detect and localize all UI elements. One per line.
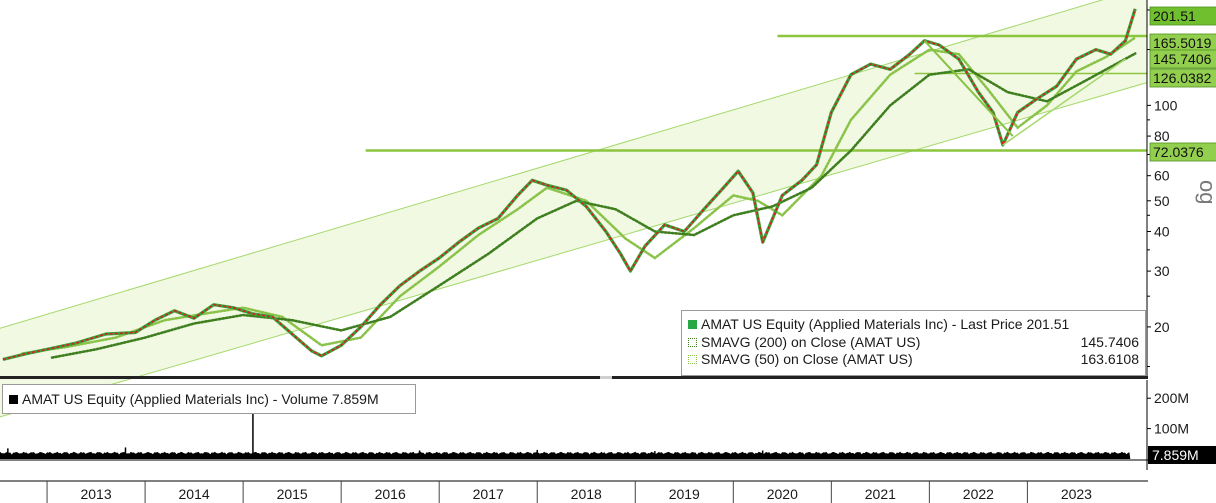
vol-tick-label-1: 100M — [1154, 421, 1189, 437]
legend-label-sma200: SMAVG (200) on Close (AMAT US) — [701, 334, 921, 350]
price-label-text-2: 145.7406 — [1153, 51, 1212, 67]
y-tick-label-6: 100 — [1154, 97, 1178, 113]
pane-divider — [0, 376, 1148, 379]
x-tick-label-3: 2016 — [375, 486, 406, 502]
pane-divider-grip — [600, 376, 612, 379]
x-axis-band — [0, 481, 1148, 503]
price-label-text-4: 72.0376 — [1153, 144, 1204, 160]
series-layer — [2, 8, 1137, 361]
volume-legend: AMAT US Equity (Applied Materials Inc) -… — [2, 384, 416, 414]
channel-lower-line — [0, 82, 1148, 418]
x-tick-label-4: 2017 — [473, 486, 504, 502]
x-tick-label-8: 2021 — [865, 486, 896, 502]
y-tick-label-3: 50 — [1154, 193, 1170, 209]
legend-swatch-volume — [9, 395, 18, 404]
legend-swatch-sma50 — [688, 355, 697, 364]
y-tick-label-5: 80 — [1154, 128, 1170, 144]
legend-row-last-price: AMAT US Equity (Applied Materials Inc) -… — [688, 316, 1139, 333]
legend-label-price: AMAT US Equity (Applied Materials Inc) -… — [701, 316, 1070, 332]
legend-swatch-sma200 — [688, 338, 697, 347]
price-label-box-2 — [1149, 49, 1216, 69]
y-tick-label-4: 60 — [1154, 168, 1170, 184]
channel-upper-line — [0, 0, 1104, 329]
x-tick-label-10: 2023 — [1061, 486, 1092, 502]
channel-fill — [0, 0, 1147, 417]
volume-pane — [0, 411, 1131, 459]
trend-lines — [923, 39, 1126, 146]
x-tick-label-0: 2013 — [80, 486, 111, 502]
legend-swatch-price — [688, 320, 697, 329]
price-label-box-0 — [1149, 6, 1216, 26]
volume-bars — [0, 451, 1131, 459]
y-tick-label-2: 40 — [1154, 223, 1170, 239]
price-label-box-3 — [1149, 68, 1216, 88]
price-label-text-0: 201.51 — [1153, 8, 1196, 24]
price-legend: AMAT US Equity (Applied Materials Inc) -… — [681, 310, 1146, 376]
trend-channel — [0, 0, 1148, 418]
y-tick-label-0: 20 — [1154, 319, 1170, 335]
legend-label-sma50: SMAVG (50) on Close (AMAT US) — [701, 351, 913, 367]
x-tick-label-9: 2022 — [963, 486, 994, 502]
legend-label-volume: AMAT US Equity (Applied Materials Inc) -… — [22, 391, 379, 407]
x-tick-label-2: 2015 — [277, 486, 308, 502]
price-label-box-4 — [1149, 142, 1216, 162]
x-tick-label-5: 2018 — [571, 486, 602, 502]
axes: 20 30 40 50 60 80 100 200M 100M og — [1146, 0, 1216, 470]
side-axis-label: og — [1195, 180, 1216, 204]
x-tick-label-7: 2020 — [767, 486, 798, 502]
x-axis: 2013 2014 2015 2016 2017 2018 2019 2020 2021 2022… — [0, 459, 1148, 503]
legend-row-sma200: SMAVG (200) on Close (AMAT US) 145.7406 — [688, 334, 1139, 351]
downtrend-line — [923, 39, 1014, 137]
series-price-line — [2, 8, 1136, 361]
x-tick-label-1: 2014 — [179, 486, 210, 502]
x-tick-label-6: 2019 — [669, 486, 700, 502]
pane-divider-bar — [0, 376, 1148, 379]
horizontal-levels — [365, 34, 1147, 152]
volume-last-text: 7.859M — [1152, 447, 1199, 463]
series-sma200-line — [50, 52, 1137, 359]
uptrend-line — [1002, 58, 1126, 146]
series-sma50-line — [21, 36, 1137, 355]
price-label-text-3: 126.0382 — [1153, 70, 1212, 86]
price-label-text-1: 165.5019 — [1153, 35, 1212, 51]
legend-row-volume: AMAT US Equity (Applied Materials Inc) -… — [9, 391, 409, 408]
legend-row-sma50: SMAVG (50) on Close (AMAT US) 163.6108 — [688, 351, 1139, 368]
volume-last-box — [1148, 446, 1216, 464]
y-tick-label-1: 30 — [1154, 263, 1170, 279]
legend-value-sma50: 163.6108 — [1080, 351, 1139, 367]
legend-value-sma200: 145.7406 — [1080, 334, 1139, 350]
vol-tick-label-0: 200M — [1154, 390, 1189, 406]
